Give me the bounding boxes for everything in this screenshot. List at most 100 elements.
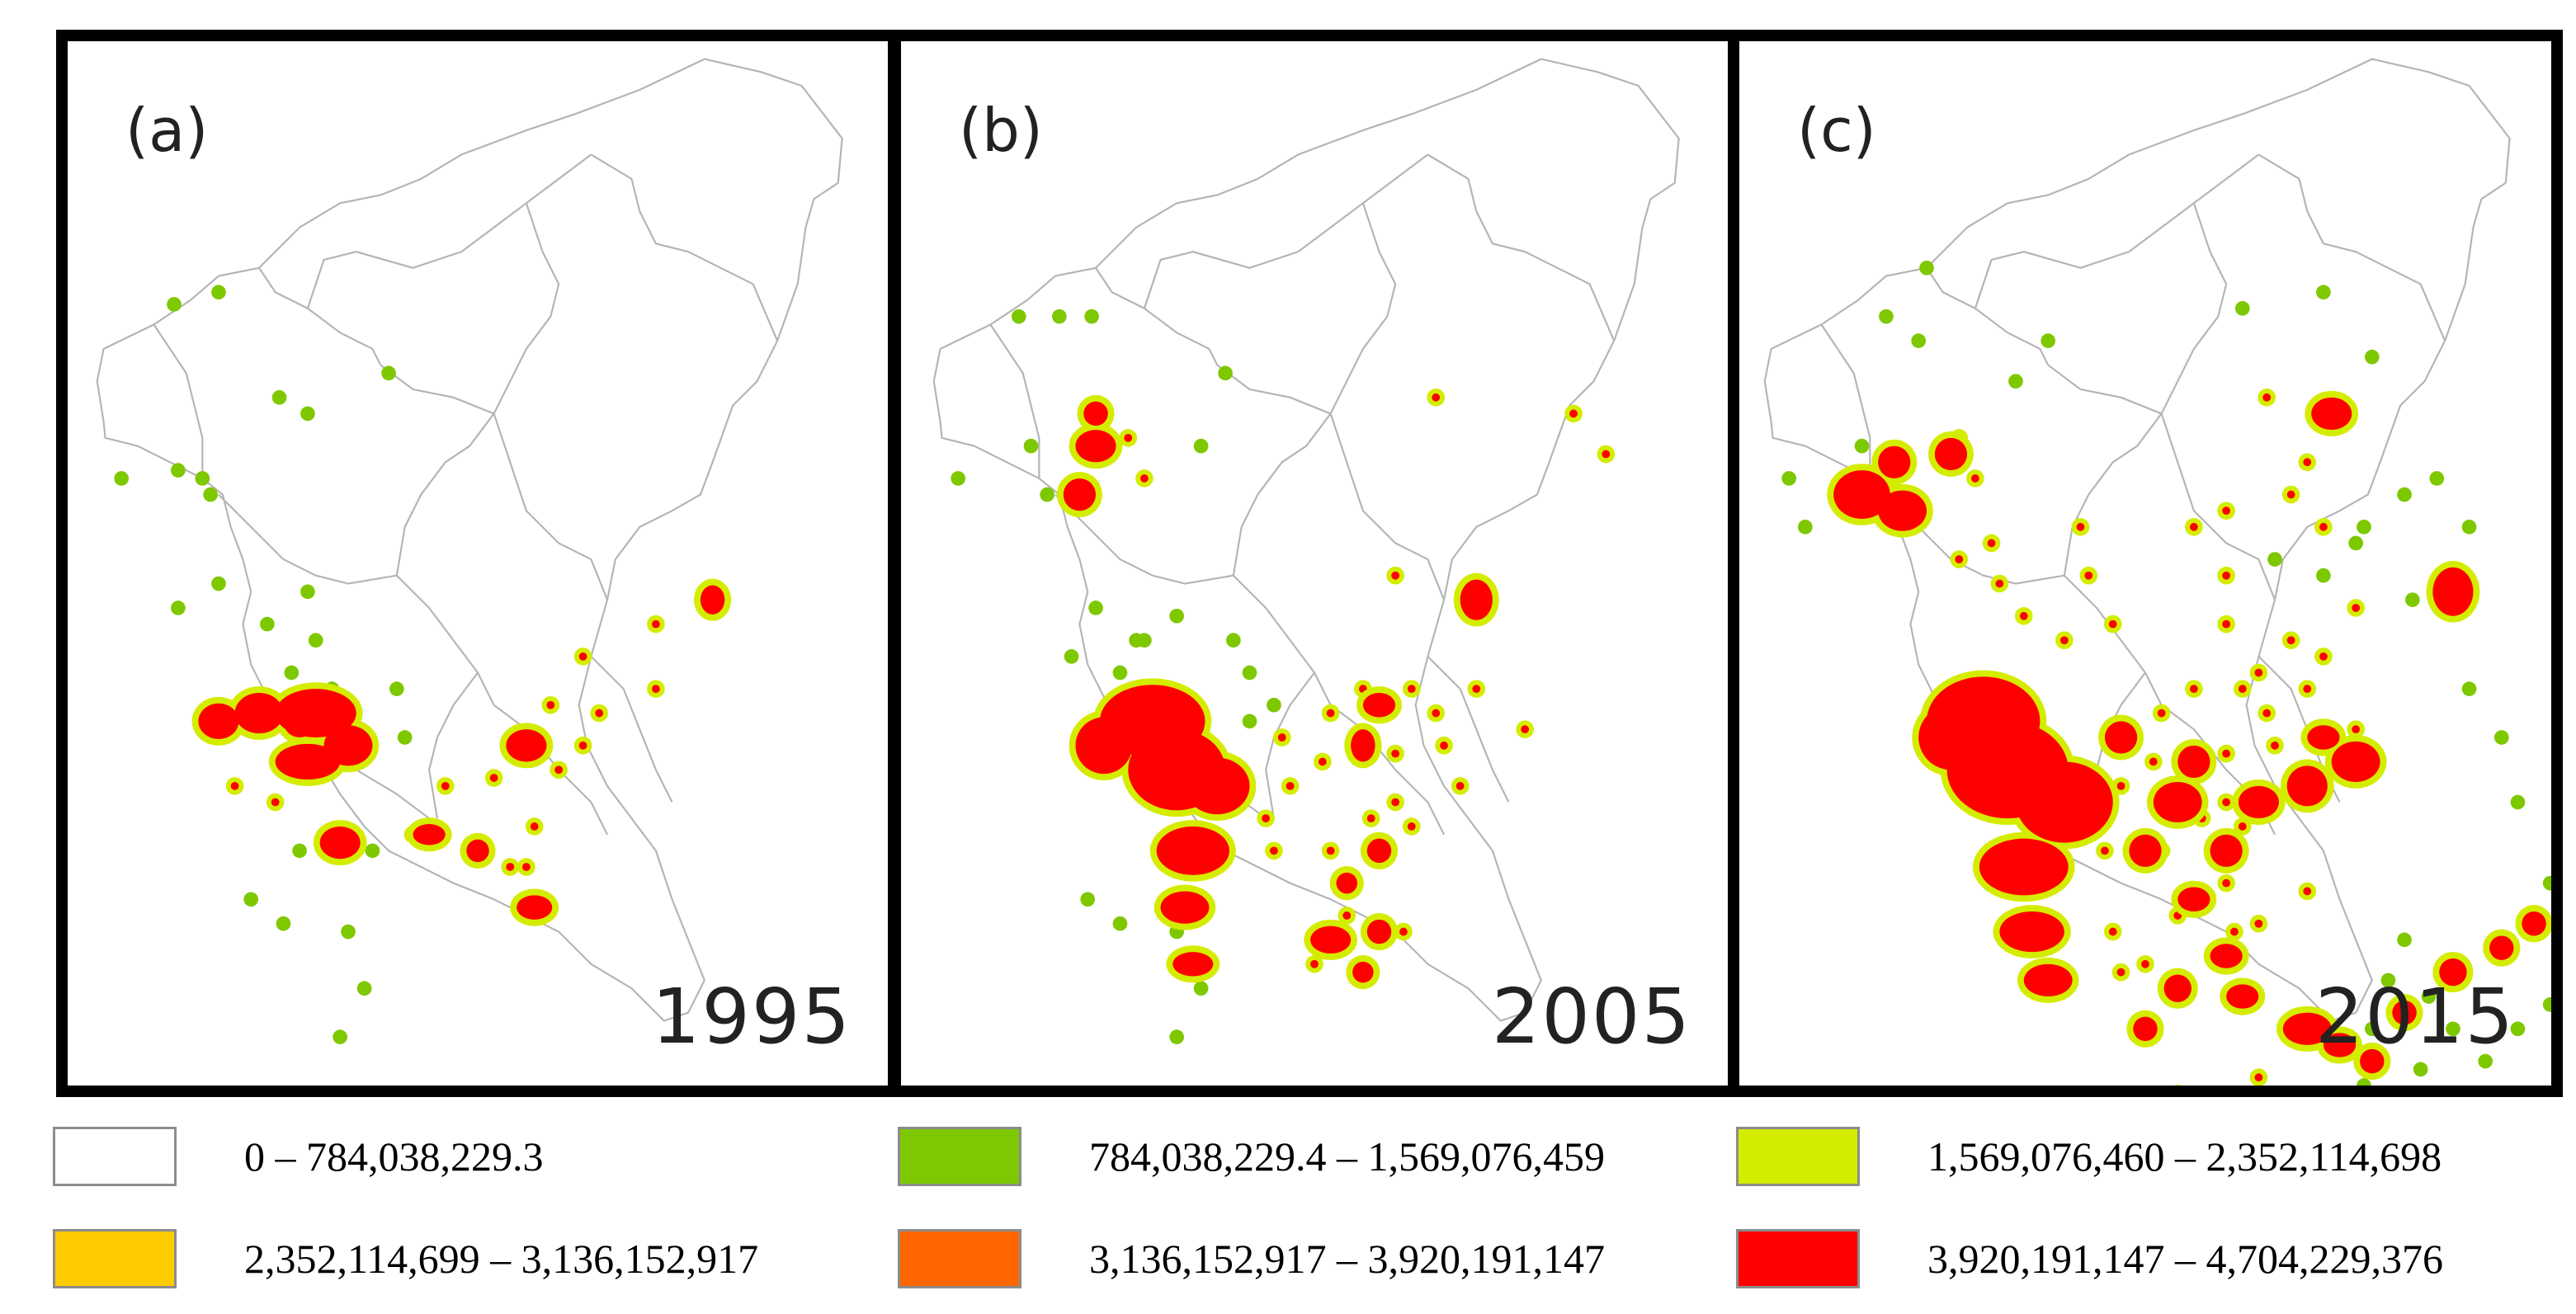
hotspot-low [2461, 681, 2477, 696]
hotspot-low [2234, 301, 2250, 316]
hotspot-core [595, 709, 604, 718]
hotspot-high [506, 729, 547, 762]
hotspot-core [2116, 968, 2125, 977]
hotspot-low [2316, 568, 2331, 583]
hotspot-high [319, 826, 361, 860]
hotspot-layer [951, 308, 1616, 1044]
legend-swatch [898, 1127, 1021, 1186]
hotspot-high [2104, 721, 2138, 754]
hotspot-low [2510, 794, 2526, 810]
hotspot-core [2286, 636, 2295, 645]
hotspot-high [1205, 770, 1246, 803]
legend-item-class-6: 3,920,191,147 – 4,704,229,376 [1736, 1226, 2443, 1292]
hotspot-low [951, 471, 966, 486]
district-border [1329, 704, 1445, 836]
district-border [395, 412, 495, 576]
hotspot-low [1112, 665, 1128, 681]
hotspot-core [2271, 741, 2279, 750]
hotspot-core [2319, 652, 2328, 661]
hotspot-high [275, 743, 341, 780]
hotspot-core [652, 619, 660, 629]
district-border [2306, 210, 2446, 341]
hotspot-low [1084, 308, 1099, 324]
hotspot-high [1999, 911, 2064, 953]
hotspot-core [2222, 506, 2231, 516]
hotspot-low [1879, 308, 1894, 324]
hotspot-core [2262, 393, 2272, 402]
hotspot-core [1472, 685, 1481, 694]
hotspot-low [308, 633, 323, 648]
district-border [258, 267, 382, 366]
hotspot-low [1911, 333, 1927, 348]
hotspot-core [2019, 611, 2028, 620]
hotspot-low [2364, 1021, 2380, 1037]
hotspot-core [2222, 878, 2231, 888]
hotspot-core [1270, 846, 1278, 855]
hotspot-core [554, 765, 564, 775]
legend-label: 3,920,191,147 – 4,704,229,376 [1927, 1236, 2443, 1282]
hotspot-low [1242, 714, 1257, 729]
hotspot-high [1336, 872, 1358, 894]
legend-item-class-2: 784,038,229.4 – 1,569,076,459 [898, 1123, 1605, 1189]
hotspot-high [2153, 781, 2202, 823]
hotspot-high [2286, 765, 2328, 807]
hotspot-high [2489, 935, 2514, 960]
hotspot-high [2282, 1012, 2332, 1045]
district-border [2258, 153, 2309, 212]
district-border [493, 202, 560, 414]
hotspot-low [2397, 487, 2412, 502]
district-border [2160, 202, 2228, 414]
hotspot-core [230, 781, 239, 790]
hotspot-low [114, 471, 130, 486]
hotspot-high [2307, 725, 2340, 750]
legend-label: 2,352,114,699 – 3,136,152,917 [244, 1236, 759, 1282]
district-border [396, 574, 495, 706]
map-2005 [932, 58, 1680, 1044]
district-boundaries [932, 58, 1680, 1022]
hotspot-core [1366, 814, 1375, 823]
hotspot-core [2230, 927, 2239, 936]
hotspot-core [2303, 887, 2312, 896]
hotspot-low [2429, 471, 2445, 486]
district-boundaries [96, 58, 843, 1022]
hotspot-high [2210, 834, 2243, 868]
legend-swatch [53, 1229, 177, 1288]
hotspot-high [198, 703, 239, 739]
map-panel-2015: (c) 2015 [1728, 30, 2563, 1097]
hotspot-high [1075, 717, 1133, 775]
hotspot-low [2461, 520, 2477, 535]
hotspot-high [1160, 891, 1210, 924]
legend-swatch [1736, 1229, 1860, 1288]
hotspot-low [1267, 697, 1281, 713]
hotspot-low [2380, 973, 2396, 988]
hotspot-core [2303, 458, 2312, 467]
hotspot-low [167, 297, 182, 312]
hotspot-low [2510, 1021, 2526, 1037]
hotspot-core [652, 685, 660, 694]
study-area-outline [932, 58, 1680, 1022]
hotspot-low [1040, 487, 1054, 502]
hotspot-low [171, 463, 186, 478]
district-border [2063, 412, 2163, 576]
hotspot-core [2059, 636, 2069, 645]
legend-swatch [1736, 1127, 1860, 1186]
hotspot-core [1310, 959, 1319, 968]
hotspot-high [1366, 919, 1392, 944]
hotspot-low [1169, 608, 1184, 624]
district-border [380, 364, 495, 415]
hotspot-high [1172, 952, 1214, 977]
hotspot-core [1140, 474, 1149, 483]
hotspot-core [578, 652, 587, 661]
district-border [1233, 574, 1332, 706]
hotspot-low [365, 843, 380, 859]
hotspot-high [1833, 470, 1890, 520]
hotspot-high [2238, 785, 2279, 819]
hotspot-core [2319, 522, 2328, 531]
hotspot-core [2254, 919, 2263, 928]
hotspot-core [1407, 685, 1416, 694]
hotspot-high [283, 704, 316, 737]
district-border [493, 413, 609, 600]
district-border [428, 671, 479, 819]
hotspot-core [1455, 781, 1465, 790]
district-border [1475, 210, 1616, 341]
